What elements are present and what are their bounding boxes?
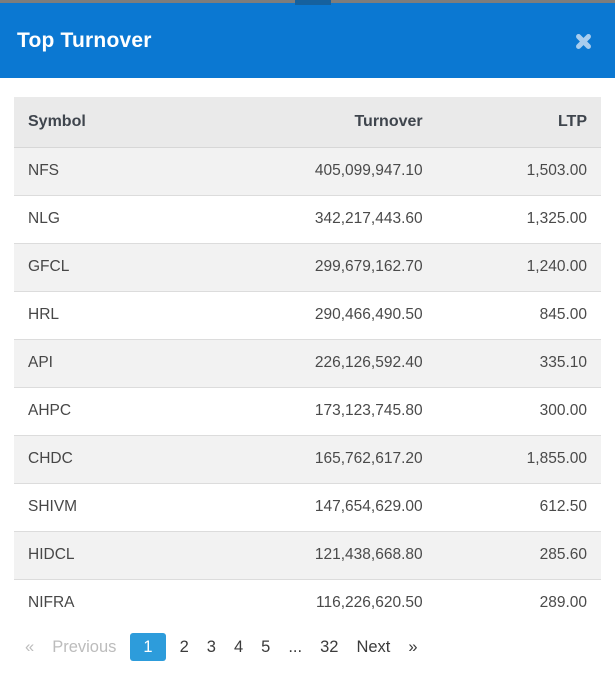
pages-ellipsis: ... [288, 638, 303, 656]
cell-ltp: 300.00 [436, 386, 601, 435]
cell-turnover: 342,217,443.60 [190, 194, 437, 243]
table-row: NLG 342,217,443.60 1,325.00 [14, 194, 601, 243]
cell-turnover: 121,438,668.80 [190, 530, 437, 579]
cell-turnover: 147,654,629.00 [190, 482, 437, 531]
cell-turnover: 299,679,162.70 [190, 242, 437, 291]
cell-ltp: 1,503.00 [526, 162, 587, 179]
table-row: NFS 405,099,947.10 1,503.00 [14, 147, 601, 195]
cell-ltp: 1,855.00 [436, 434, 601, 483]
page-1[interactable]: 1 [130, 633, 166, 661]
cell-turnover: 405,099,947.10 [314, 162, 423, 179]
page-3[interactable]: 3 [206, 638, 216, 656]
cell-symbol: CHDC [14, 434, 191, 483]
table-row: API 226,126,592.40 335.10 [14, 338, 601, 387]
page-32[interactable]: 32 [320, 638, 339, 656]
background-page-strip [0, 0, 615, 5]
cell-symbol: HIDCL [14, 530, 191, 579]
column-header-symbol: Symbol [14, 97, 191, 148]
cell-symbol: NIFRA [14, 578, 191, 627]
cell-turnover: 116,226,620.50 [190, 578, 437, 627]
column-header-ltp: LTP [436, 97, 601, 148]
next-arrow[interactable]: » [408, 638, 418, 656]
table-row: NIFRA 116,226,620.50 289.00 [14, 578, 601, 627]
table-body: NFS 405,099,947.10 1,503.00 NLG 342,217,443.… [14, 147, 601, 627]
modal-body: Symbol Turnover LTP NFS 405,099,947.10 1,5… [0, 78, 615, 687]
table-row: SHIVM 147,654,629.00 612.50 [14, 482, 601, 531]
page-2[interactable]: 2 [179, 638, 189, 656]
column-header-turnover: Turnover [190, 97, 437, 148]
pagination: « Previous 1 2 3 4 5... 32 Next » [16, 633, 601, 687]
cell-ltp: 845.00 [436, 290, 601, 339]
background-page-accent [295, 0, 331, 5]
next-button[interactable]: Next [356, 638, 391, 656]
table-row: HIDCL 121,438,668.80 285.60 [14, 530, 601, 579]
cell-symbol: AHPC [14, 386, 191, 435]
table-row: HRL 290,466,490.50 845.00 [14, 290, 601, 339]
cell-ltp: 335.10 [436, 338, 601, 387]
table-row: GFCL 299,679,162.70 1,240.00 [14, 242, 601, 291]
page-5[interactable]: 5 [261, 638, 271, 656]
cell-symbol: SHIVM [14, 482, 191, 531]
cell-symbol: HRL [14, 290, 191, 339]
modal-header: Top Turnover [0, 3, 615, 78]
cell-turnover: 173,123,745.80 [190, 386, 437, 435]
table-row: CHDC 165,762,617.20 1,855.00 [14, 434, 601, 483]
prev-arrow[interactable]: « [25, 638, 35, 656]
cell-turnover: 165,762,617.20 [190, 434, 437, 483]
cell-ltp: 1,240.00 [436, 242, 601, 291]
table-head: Symbol Turnover LTP [14, 97, 601, 148]
cell-turnover: 226,126,592.40 [190, 338, 437, 387]
cell-symbol: API [14, 338, 191, 387]
prev-button[interactable]: Previous [52, 638, 117, 656]
table-row: AHPC 173,123,745.80 300.00 [14, 386, 601, 435]
cell-ltp: 289.00 [436, 578, 601, 627]
cell-symbol: NLG [14, 194, 191, 243]
cell-turnover: 290,466,490.50 [190, 290, 437, 339]
cell-symbol: NFS [28, 162, 59, 179]
cell-ltp: 1,325.00 [436, 194, 601, 243]
modal-title: Top Turnover [17, 28, 152, 52]
close-icon[interactable] [571, 29, 595, 53]
table-header-row: Symbol Turnover LTP [14, 97, 601, 148]
cell-ltp: 285.60 [436, 530, 601, 579]
page-4[interactable]: 4 [233, 638, 244, 656]
turnover-table: Symbol Turnover LTP NFS 405,099,947.10 1,5… [14, 97, 601, 627]
cell-ltp: 612.50 [436, 482, 601, 531]
cell-symbol: GFCL [14, 242, 191, 291]
